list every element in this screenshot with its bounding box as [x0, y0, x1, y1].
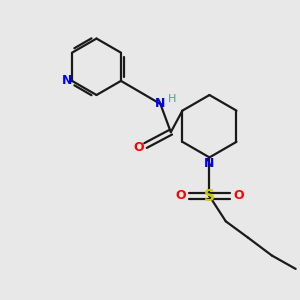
Text: N: N: [155, 98, 166, 110]
Text: O: O: [134, 140, 144, 154]
Text: O: O: [233, 189, 244, 202]
Text: H: H: [167, 94, 176, 103]
Text: O: O: [175, 189, 186, 202]
Text: N: N: [204, 158, 214, 170]
Text: N: N: [61, 74, 72, 87]
Text: S: S: [204, 189, 215, 204]
